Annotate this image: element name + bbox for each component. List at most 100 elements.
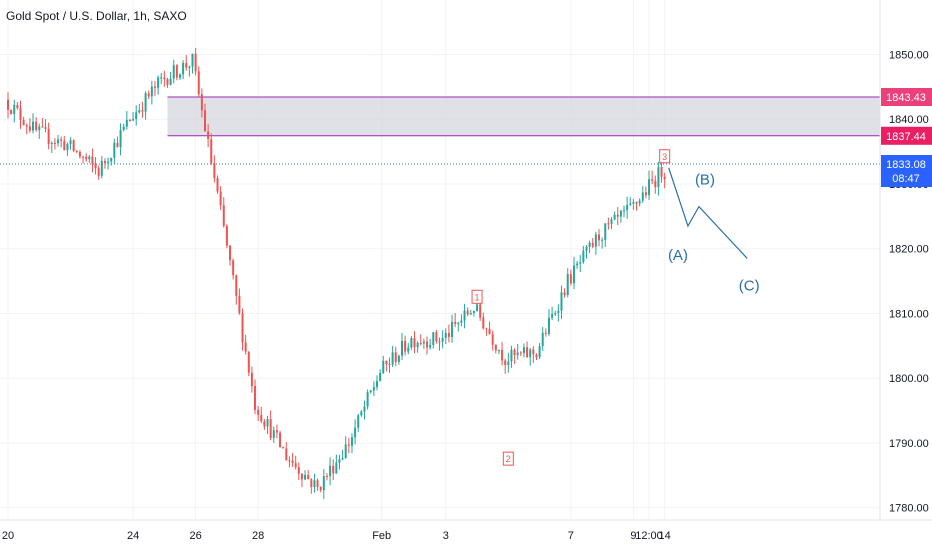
price-level-badge bbox=[881, 126, 932, 145]
candle-body bbox=[648, 179, 651, 196]
projection-path bbox=[668, 167, 748, 259]
candle-body bbox=[413, 338, 416, 348]
x-tick-label: 20 bbox=[2, 530, 14, 542]
candle-body bbox=[44, 127, 47, 129]
candle-body bbox=[119, 129, 122, 148]
candle-body bbox=[401, 340, 404, 356]
candle-body bbox=[479, 304, 482, 318]
y-tick-label: 1840.00 bbox=[889, 114, 929, 126]
candle-body bbox=[341, 458, 344, 460]
y-tick-label: 1780.00 bbox=[889, 503, 929, 515]
candle-body bbox=[644, 192, 647, 196]
candle-body bbox=[235, 275, 238, 296]
candle-body bbox=[510, 349, 513, 362]
candle-body bbox=[191, 53, 194, 67]
candle-body bbox=[554, 313, 557, 315]
candle-body bbox=[103, 160, 106, 163]
wave-number-label: 3 bbox=[662, 152, 667, 162]
price-level-label: 1843.43 bbox=[886, 92, 926, 104]
candle-body bbox=[216, 178, 219, 192]
candle-body bbox=[100, 160, 103, 176]
candle-body bbox=[488, 328, 491, 335]
candle-body bbox=[75, 150, 78, 152]
candle-body bbox=[78, 151, 81, 157]
candle-body bbox=[188, 66, 191, 68]
candle-body bbox=[28, 126, 31, 131]
wave-number-box bbox=[471, 289, 483, 304]
candle-body bbox=[394, 352, 397, 363]
candle-body bbox=[513, 349, 516, 356]
candle-body bbox=[516, 352, 519, 356]
candle-body bbox=[519, 352, 522, 354]
candle-body bbox=[601, 239, 604, 241]
candle-body bbox=[454, 321, 457, 324]
candle-body bbox=[144, 93, 147, 112]
candle-body bbox=[153, 86, 156, 88]
candle-body bbox=[160, 77, 163, 79]
candle-body bbox=[275, 430, 278, 433]
candle-body bbox=[375, 380, 378, 388]
candle-body bbox=[391, 352, 394, 365]
candle-body bbox=[32, 121, 35, 131]
candle-body bbox=[451, 321, 454, 337]
y-tick-label: 1790.00 bbox=[889, 438, 929, 450]
candle-body bbox=[38, 126, 41, 130]
candle-body bbox=[629, 203, 632, 205]
candle-body bbox=[585, 246, 588, 251]
candle-body bbox=[10, 109, 13, 115]
candle-body bbox=[591, 242, 594, 247]
candle-body bbox=[132, 119, 135, 121]
candle-body bbox=[476, 304, 479, 311]
candle-body bbox=[313, 480, 316, 487]
candle-body bbox=[125, 119, 128, 127]
candle-body bbox=[244, 342, 247, 352]
candle-body bbox=[204, 110, 207, 132]
candle-body bbox=[319, 486, 322, 491]
candle-body bbox=[491, 334, 494, 345]
candle-body bbox=[241, 312, 244, 343]
candle-body bbox=[254, 385, 257, 410]
candle-body bbox=[210, 139, 213, 164]
candle-body bbox=[325, 475, 328, 477]
candle-body bbox=[47, 128, 50, 144]
candle-body bbox=[150, 86, 153, 97]
candle-body bbox=[163, 77, 166, 80]
candle-body bbox=[635, 202, 638, 204]
candle-body bbox=[632, 202, 635, 204]
candle-body bbox=[579, 262, 582, 264]
x-tick-label: 28 bbox=[252, 530, 264, 542]
zone-fill bbox=[167, 96, 881, 136]
candle-body bbox=[197, 71, 200, 95]
wave-number-box bbox=[659, 149, 671, 164]
annotations: 1 2 3 (A) (B) (C) bbox=[471, 149, 760, 466]
candle-body bbox=[438, 341, 441, 343]
candle-body bbox=[91, 156, 94, 164]
candle-body bbox=[507, 361, 510, 365]
candle-body bbox=[175, 65, 178, 78]
candle-body bbox=[535, 354, 538, 358]
candle-body bbox=[172, 65, 175, 79]
candle-body bbox=[529, 349, 532, 358]
candle-body bbox=[379, 372, 382, 381]
candle-body bbox=[538, 346, 541, 358]
candle-body bbox=[497, 350, 500, 352]
candle-body bbox=[541, 332, 544, 347]
candle-body bbox=[279, 432, 282, 448]
candle-body bbox=[282, 447, 285, 449]
candle-body bbox=[566, 274, 569, 296]
candle-body bbox=[466, 310, 469, 315]
candle-body bbox=[638, 200, 641, 204]
candle-body bbox=[494, 344, 497, 351]
candle-body bbox=[178, 74, 181, 78]
candle-body bbox=[360, 411, 363, 416]
candle-body bbox=[41, 126, 44, 128]
price-level-label: 1837.44 bbox=[886, 131, 926, 143]
x-tick-label: 24 bbox=[127, 530, 139, 542]
candle-body bbox=[113, 142, 116, 158]
candle-body bbox=[94, 163, 97, 169]
candle-body bbox=[569, 274, 572, 284]
candle-body bbox=[350, 437, 353, 446]
candle-body bbox=[322, 475, 325, 491]
